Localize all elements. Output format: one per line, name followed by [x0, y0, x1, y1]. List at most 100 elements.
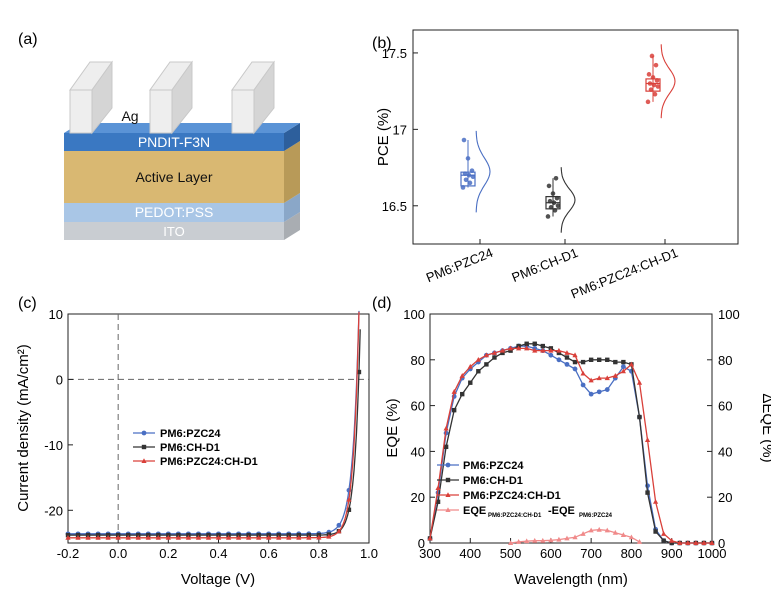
box	[460, 171, 476, 187]
data-point	[484, 362, 489, 367]
data-point	[235, 534, 242, 540]
data-point	[651, 82, 657, 88]
data-point	[225, 534, 232, 540]
y-axis-label: Current density (mA/cm²)	[15, 344, 32, 512]
y-tick-label: 0	[56, 372, 63, 387]
data-point	[460, 391, 465, 397]
panel-b-label: (b)	[372, 35, 392, 52]
data-point	[451, 389, 457, 394]
data-point	[75, 534, 81, 540]
data-point	[469, 168, 475, 173]
data-point	[246, 534, 252, 540]
data-point	[507, 540, 514, 545]
data-point	[540, 343, 545, 349]
data-point	[620, 364, 626, 370]
x-tick-label: 300	[419, 546, 441, 561]
panel-a-label: (a)	[18, 31, 38, 48]
data-point	[677, 540, 683, 545]
legend-label: PM6:PZC24	[463, 460, 524, 472]
y-axis-label: EQE (%)	[384, 398, 401, 457]
data-point	[647, 81, 653, 86]
data-point	[564, 361, 570, 367]
data-point	[545, 214, 551, 219]
data-point	[205, 534, 212, 540]
data-point	[483, 352, 489, 358]
data-point	[604, 527, 610, 533]
data-point	[306, 534, 312, 540]
data-point	[645, 490, 650, 495]
data-point	[155, 534, 161, 540]
eqe-chart: (d) EQE (%) ΔEQE (%) Wavelength (nm) 300…	[372, 295, 771, 588]
data-point	[653, 529, 658, 534]
data-point	[451, 407, 457, 413]
data-point	[580, 531, 586, 536]
data-point	[286, 534, 292, 540]
ito-layer-front	[64, 222, 284, 240]
data-point	[564, 355, 570, 360]
data-point	[346, 496, 352, 502]
y-tick-label: 17.5	[382, 46, 407, 61]
y-tick-label: -20	[44, 503, 63, 518]
series-line	[68, 310, 360, 535]
data-point	[572, 359, 578, 365]
data-point	[461, 137, 467, 143]
data-point	[115, 534, 121, 540]
pedot-layer-front	[64, 203, 284, 222]
data-point	[555, 203, 561, 209]
plot-frame-b	[412, 29, 739, 245]
data-point	[492, 355, 497, 360]
data-point	[532, 341, 537, 346]
data-point	[556, 350, 562, 356]
x-tick-label: 1.0	[360, 546, 378, 561]
x-tick-label: 0.8	[310, 546, 328, 561]
y-tick-label: 16.5	[382, 199, 407, 214]
legend-label: PM6:CH-D1	[160, 442, 220, 454]
data-point	[470, 174, 476, 180]
data-point	[564, 535, 570, 541]
data-point	[316, 534, 322, 540]
data-point	[499, 347, 506, 353]
data-point	[468, 380, 473, 385]
data-point	[540, 347, 546, 353]
data-point	[636, 379, 643, 385]
data-point	[462, 171, 468, 176]
data-point	[125, 534, 131, 540]
x-tick-label: PM6:PZC24	[424, 245, 495, 285]
data-point	[646, 72, 652, 77]
plot-frame-d	[429, 313, 713, 544]
data-point	[654, 78, 660, 83]
panel-c-label: (c)	[18, 295, 37, 312]
data-point	[649, 53, 655, 59]
ag-electrode-front	[231, 89, 255, 134]
data-point	[636, 539, 643, 544]
y-tick-label-right: 80	[718, 353, 732, 368]
data-point	[628, 534, 635, 540]
data-point	[652, 91, 658, 97]
data-point	[588, 527, 594, 533]
data-point	[105, 534, 111, 540]
ag-electrode-side	[171, 60, 193, 135]
y-tick-label: 10	[49, 307, 63, 322]
data-point	[165, 534, 171, 540]
data-point	[516, 345, 522, 351]
data-point	[580, 359, 586, 365]
data-point	[459, 373, 465, 378]
data-point	[466, 172, 472, 178]
data-point	[701, 540, 707, 545]
data-point	[215, 534, 222, 540]
data-point	[550, 191, 556, 196]
data-point	[709, 540, 715, 545]
data-point	[621, 359, 626, 365]
pndit-layer-side	[284, 123, 300, 151]
data-point	[546, 183, 552, 189]
legend-label: PM6:PZC24:CH-D1	[160, 456, 258, 468]
y-tick-label: 80	[411, 353, 425, 368]
data-point	[645, 99, 651, 105]
data-point	[467, 180, 473, 186]
y-tick-label: 17	[393, 122, 407, 137]
data-point	[185, 534, 191, 540]
distribution-curve	[660, 44, 676, 119]
series-line	[68, 311, 360, 539]
data-point	[346, 507, 352, 512]
